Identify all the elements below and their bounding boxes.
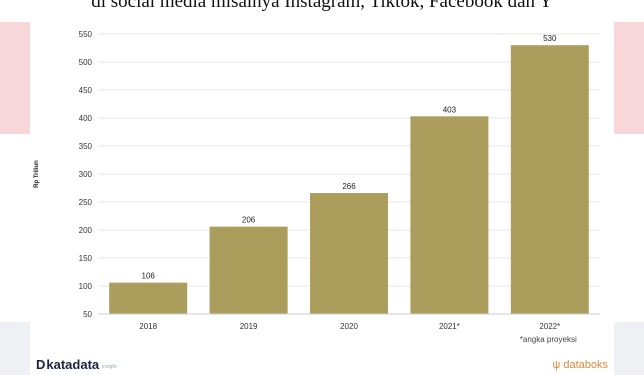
bar [310,193,388,314]
y-tick-label: 500 [79,58,93,67]
bar-value-label: 403 [443,105,457,114]
x-tick-label: 2020 [340,322,358,331]
y-axis-label: Rp Triliun [34,160,40,188]
databoks-brand-text: databoks [563,359,608,371]
x-tick-label: 2021* [439,322,460,331]
right-footer-block [614,322,644,375]
y-tick-label: 100 [79,282,93,291]
y-tick-label: 200 [79,226,93,235]
bar [209,226,288,314]
katadata-logo-text: katadata [46,357,100,372]
databoks-brand: ψ databoks [553,359,609,371]
y-tick-label: 400 [79,114,93,123]
bar-value-label: 266 [342,182,356,191]
projection-note: *angka proyeksi [519,335,577,344]
x-tick-label: 2018 [139,322,157,331]
y-tick-label: 450 [79,86,93,95]
chart-card: 50 100 150 200 250 300 350 400 450 500 550 Rp Trili… [30,16,614,375]
katadata-logo: D katadata insight [36,357,117,372]
bar [410,116,489,314]
article-text: di social media misalnya Instagram, Tikt… [91,0,553,12]
katadata-logo-mark: D [36,357,46,372]
bar [510,45,589,314]
bar-value-label: 106 [142,272,156,281]
katadata-logo-sub: insight [102,363,117,370]
x-tick-label: 2019 [240,322,258,331]
y-tick-label: 150 [79,254,93,263]
x-tick-label: 2022* [539,322,560,331]
bar-chart: 50 100 150 200 250 300 350 400 450 500 550 Rp Trili… [34,30,600,331]
bar [109,282,188,314]
y-tick-label: 550 [79,30,93,39]
y-tick-label: 350 [79,142,93,151]
y-tick-label: 50 [83,310,92,319]
databoks-leaf-icon: ψ [552,359,561,371]
y-tick-label: 250 [79,198,93,207]
y-tick-label: 300 [79,170,93,179]
bar-value-label: 206 [242,216,256,225]
bar-value-label: 530 [543,34,557,43]
